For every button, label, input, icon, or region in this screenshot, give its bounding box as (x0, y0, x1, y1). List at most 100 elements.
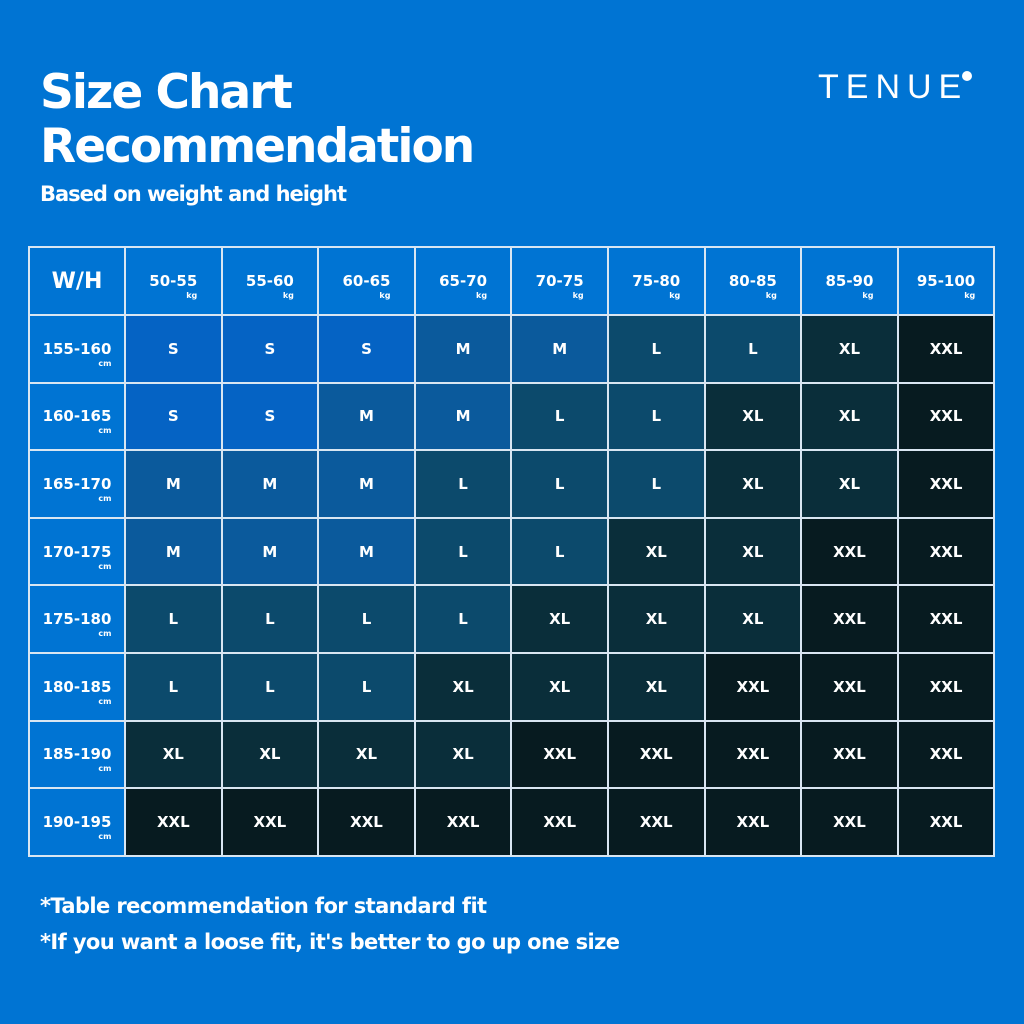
note-loose-fit: *If you want a loose fit, it's better to… (40, 930, 620, 954)
size-cell: M (220, 516, 320, 587)
weight-header: 65-70 kg (413, 246, 513, 316)
size-cell: XL (510, 651, 609, 722)
height-range: 185-190 (42, 745, 112, 764)
size-cell: XXL (800, 787, 899, 857)
size-cell: XXL (896, 787, 996, 857)
title-line-1: Size Chart (40, 65, 293, 120)
size-cell: XL (703, 584, 803, 654)
size-cell: XL (703, 516, 803, 587)
size-cell: L (413, 516, 513, 587)
size-cell: XXL (510, 787, 609, 857)
weight-header: 55-60 kg (220, 246, 320, 316)
size-cell: XXL (800, 516, 899, 587)
corner-label: W/H (28, 246, 126, 316)
size-cell: XL (800, 314, 899, 384)
size-cell: XXL (896, 449, 996, 519)
size-cell: M (413, 381, 513, 452)
size-cell: XL (703, 449, 803, 519)
weight-unit: kg (572, 291, 584, 300)
size-cell: L (510, 381, 609, 452)
size-cell: M (124, 449, 223, 519)
header-row: W/H 50-55 kg 55-60 kg 60-65 kg 65-70 kg 70-75 kg 7… (28, 246, 996, 316)
weight-unit: kg (379, 291, 391, 300)
size-table: W/H 50-55 kg 55-60 kg 60-65 kg 65-70 kg 70-75 kg 7… (28, 246, 996, 857)
size-cell: S (124, 381, 223, 452)
size-cell: XL (124, 719, 223, 790)
weight-range: 85-90 (825, 272, 874, 290)
size-cell: XXL (800, 584, 899, 654)
height-unit: cm (98, 629, 112, 639)
weight-unit: kg (282, 291, 294, 300)
size-cell: XL (220, 719, 320, 790)
size-cell: L (413, 584, 513, 654)
weight-unit: kg (964, 291, 976, 300)
size-cell: XL (510, 584, 609, 654)
size-cell: XXL (703, 651, 803, 722)
height-range: 180-185 (42, 677, 112, 696)
height-range: 190-195 (42, 812, 112, 831)
size-cell: XXL (896, 584, 996, 654)
height-range: 160-165 (42, 407, 112, 426)
height-range: 155-160 (42, 339, 112, 358)
size-cell: L (606, 381, 706, 452)
height-header: 170-175 cm (28, 516, 126, 587)
weight-unit: kg (186, 291, 198, 300)
size-cell: XL (413, 719, 513, 790)
weight-range: 95-100 (916, 272, 976, 290)
table-row: 170-175 cm M M M L L XL XL XXL XXL (28, 516, 996, 587)
title-line-2: Recommendation (40, 119, 475, 174)
height-range: 165-170 (42, 474, 112, 493)
size-cell: XXL (317, 787, 416, 857)
size-cell: XL (606, 516, 706, 587)
weight-header: 95-100 kg (896, 246, 996, 316)
size-cell: L (317, 584, 416, 654)
size-cell: XXL (124, 787, 223, 857)
size-cell: XXL (896, 381, 996, 452)
table-row: 185-190 cm XL XL XL XL XXL XXL XXL XXL XXL (28, 719, 996, 790)
size-cell: XXL (606, 787, 706, 857)
height-unit: cm (98, 764, 112, 774)
size-cell: XL (606, 584, 706, 654)
size-cell: M (317, 449, 416, 519)
weight-header: 50-55 kg (124, 246, 223, 316)
weight-range: 65-70 (439, 272, 488, 290)
weight-range: 60-65 (342, 272, 391, 290)
size-cell: XL (800, 449, 899, 519)
height-range: 175-180 (42, 610, 112, 629)
size-cell: S (317, 314, 416, 384)
size-cell: XL (800, 381, 899, 452)
height-range: 170-175 (42, 542, 112, 561)
height-header: 190-195 cm (28, 787, 126, 857)
size-cell: XXL (800, 719, 899, 790)
weight-unit: kg (476, 291, 488, 300)
brand-logo: TENUE (818, 68, 969, 106)
weight-header: 75-80 kg (606, 246, 706, 316)
size-cell: L (703, 314, 803, 384)
height-header: 155-160 cm (28, 314, 126, 384)
weight-unit: kg (765, 291, 777, 300)
size-cell: XXL (606, 719, 706, 790)
size-cell: S (124, 314, 223, 384)
height-header: 180-185 cm (28, 651, 126, 722)
size-cell: XXL (896, 719, 996, 790)
height-header: 175-180 cm (28, 584, 126, 654)
size-cell: XXL (896, 516, 996, 587)
weight-range: 80-85 (728, 272, 777, 290)
size-cell: L (220, 651, 320, 722)
table-row: 160-165 cm S S M M L L XL XL XXL (28, 381, 996, 452)
height-unit: cm (98, 696, 112, 706)
size-cell: L (124, 651, 223, 722)
weight-header: 70-75 kg (510, 246, 609, 316)
weight-header: 60-65 kg (317, 246, 416, 316)
size-cell: XL (413, 651, 513, 722)
size-cell: L (510, 449, 609, 519)
weight-range: 70-75 (535, 272, 584, 290)
height-header: 185-190 cm (28, 719, 126, 790)
weight-range: 55-60 (245, 272, 294, 290)
size-cell: M (124, 516, 223, 587)
height-unit: cm (98, 493, 112, 503)
table-row: 180-185 cm L L L XL XL XL XXL XXL XXL (28, 651, 996, 722)
size-cell: S (220, 314, 320, 384)
brand-logo-dot-icon (962, 71, 972, 81)
size-cell: XXL (220, 787, 320, 857)
